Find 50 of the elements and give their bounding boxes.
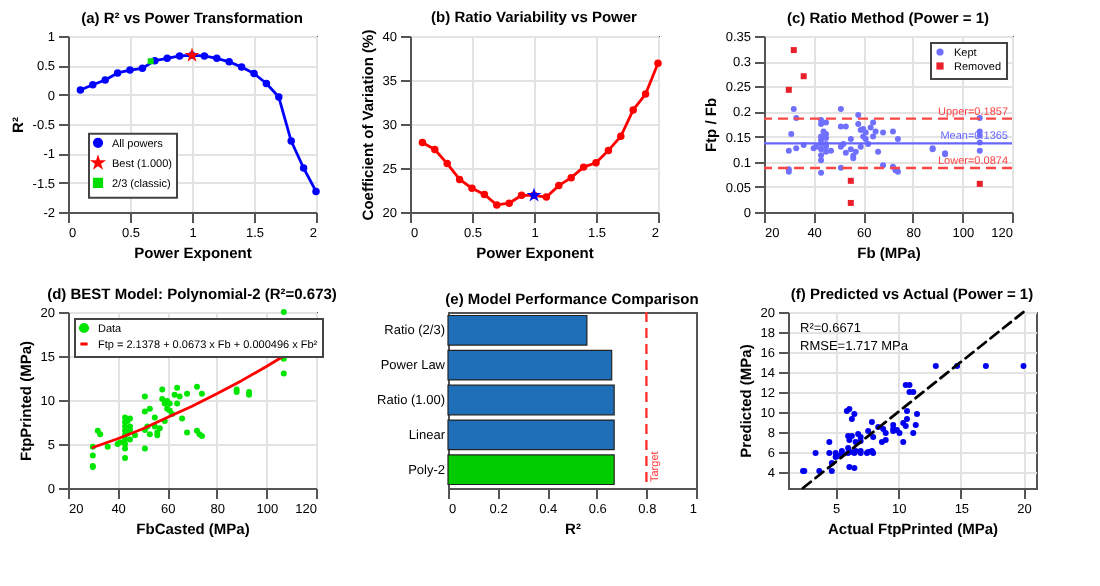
- point: [250, 69, 258, 78]
- point: [800, 73, 807, 80]
- point: [76, 86, 85, 94]
- point: [225, 58, 233, 66]
- point: [579, 163, 588, 171]
- point: [431, 145, 439, 154]
- point: [517, 191, 526, 200]
- point: [138, 64, 147, 72]
- point: [455, 175, 464, 184]
- point: [126, 66, 134, 74]
- point: [847, 177, 854, 184]
- point: [617, 132, 625, 141]
- point: [213, 54, 221, 63]
- point: [200, 52, 209, 60]
- point: [101, 76, 109, 84]
- point: [542, 193, 551, 201]
- point: [468, 184, 476, 192]
- point: [604, 146, 613, 155]
- point: [443, 159, 451, 168]
- point: [641, 90, 650, 98]
- point: [785, 86, 792, 93]
- point: [299, 164, 308, 172]
- point: [790, 47, 797, 54]
- point: [976, 180, 983, 187]
- point: [113, 69, 122, 77]
- bar: [447, 349, 613, 381]
- point: [312, 187, 320, 196]
- point: [493, 201, 501, 209]
- point: [163, 54, 171, 63]
- point: [480, 190, 489, 199]
- point: [89, 80, 97, 89]
- bar: [447, 454, 615, 486]
- point: [237, 63, 246, 71]
- point: [275, 93, 283, 101]
- point: [287, 137, 295, 145]
- bar: [447, 419, 615, 451]
- point: [654, 59, 662, 68]
- point: [418, 138, 427, 147]
- point: [555, 181, 563, 190]
- point: [505, 199, 513, 207]
- line-series: [91, 354, 286, 449]
- point: [567, 173, 575, 182]
- point: [592, 158, 600, 167]
- point: [629, 106, 637, 114]
- point: [175, 52, 184, 60]
- bar: [447, 314, 588, 346]
- bar: [447, 384, 615, 416]
- point: [847, 199, 854, 206]
- point: [262, 79, 271, 88]
- point: [147, 58, 154, 65]
